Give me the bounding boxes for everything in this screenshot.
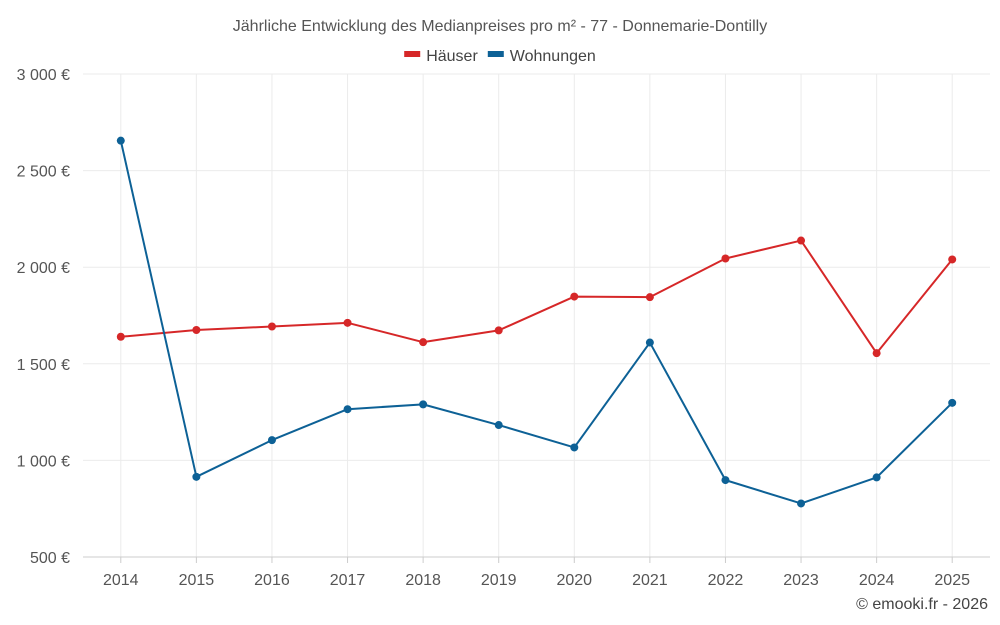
data-point-h-user[interactable] xyxy=(948,255,957,264)
x-tick-label: 2014 xyxy=(103,572,139,589)
data-point-wohnungen[interactable] xyxy=(948,398,957,407)
data-point-h-user[interactable] xyxy=(494,326,503,335)
x-tick-label: 2021 xyxy=(632,572,668,589)
x-tick-label: 2016 xyxy=(254,572,290,589)
data-point-wohnungen[interactable] xyxy=(570,443,579,452)
series-line-wohnungen[interactable] xyxy=(119,140,953,505)
legend-swatch-h-user[interactable] xyxy=(404,51,421,57)
data-point-h-user[interactable] xyxy=(419,338,428,347)
series-layer xyxy=(116,136,957,508)
legend-label: Häuser xyxy=(426,48,478,65)
series-wohnungen[interactable] xyxy=(116,136,957,508)
x-tick-label: 2020 xyxy=(556,572,592,589)
chart-title: Jährliche Entwicklung des Medianpreises … xyxy=(233,18,767,35)
series-line-h-user[interactable] xyxy=(120,239,953,355)
y-tick-label: 1 500 € xyxy=(17,357,70,374)
data-point-h-user[interactable] xyxy=(267,322,276,331)
legend-swatch-wohnungen[interactable] xyxy=(487,51,504,57)
data-point-wohnungen[interactable] xyxy=(267,436,276,445)
x-tick-label: 2025 xyxy=(934,572,970,589)
data-point-wohnungen[interactable] xyxy=(343,405,352,414)
data-point-h-user[interactable] xyxy=(116,332,125,341)
axes: 500 € 1 000 € 1 500 € 2 000 € 2 500 € 3 000 €… xyxy=(17,67,990,589)
x-tick-label: 2015 xyxy=(179,572,215,589)
data-point-wohnungen[interactable] xyxy=(721,476,730,485)
legend-label: Wohnungen xyxy=(510,48,596,65)
data-point-wohnungen[interactable] xyxy=(494,421,503,430)
data-point-h-user[interactable] xyxy=(797,236,806,245)
data-point-wohnungen[interactable] xyxy=(797,499,806,508)
y-tick-label: 3 000 € xyxy=(17,67,70,84)
y-tick-label: 1 000 € xyxy=(17,453,70,470)
data-point-h-user[interactable] xyxy=(645,293,654,302)
x-tick-label: 2024 xyxy=(859,572,895,589)
grid xyxy=(83,73,990,558)
data-point-h-user[interactable] xyxy=(872,349,881,358)
data-point-wohnungen[interactable] xyxy=(116,136,125,145)
x-tick-label: 2017 xyxy=(330,572,366,589)
copyright-text: © emooki.fr - 2026 xyxy=(856,596,988,613)
x-tick-label: 2018 xyxy=(405,572,441,589)
data-point-h-user[interactable] xyxy=(343,318,352,327)
x-tick-label: 2022 xyxy=(708,572,744,589)
data-point-wohnungen[interactable] xyxy=(192,472,201,481)
x-tick-label: 2019 xyxy=(481,572,517,589)
legend[interactable]: Häuser Wohnungen xyxy=(404,48,596,65)
y-tick-label: 2 000 € xyxy=(17,260,70,277)
data-point-h-user[interactable] xyxy=(721,254,730,263)
data-point-wohnungen[interactable] xyxy=(419,400,428,409)
y-tick-label: 500 € xyxy=(30,550,70,567)
data-point-wohnungen[interactable] xyxy=(872,473,881,482)
data-point-h-user[interactable] xyxy=(192,325,201,334)
series-h-user[interactable] xyxy=(116,236,957,358)
x-tick-label: 2023 xyxy=(783,572,819,589)
data-point-wohnungen[interactable] xyxy=(645,338,654,347)
data-point-h-user[interactable] xyxy=(570,292,579,301)
y-tick-label: 2 500 € xyxy=(17,164,70,181)
